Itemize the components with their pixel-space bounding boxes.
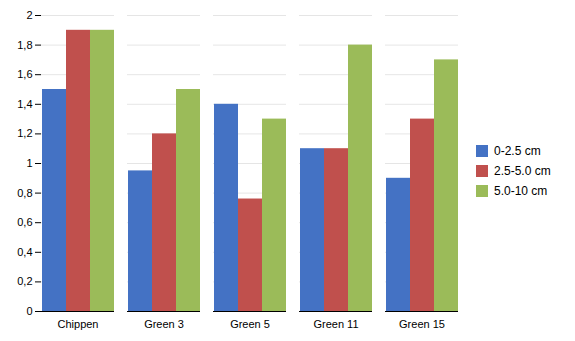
- svg-text:1: 1: [26, 157, 32, 169]
- svg-text:1,8: 1,8: [17, 39, 32, 51]
- svg-text:Green 5: Green 5: [230, 318, 270, 330]
- svg-text:Green 11: Green 11: [313, 318, 358, 330]
- svg-text:Green 15: Green 15: [399, 318, 445, 330]
- svg-text:0,8: 0,8: [17, 187, 32, 199]
- svg-text:1,2: 1,2: [17, 127, 32, 139]
- svg-text:1,4: 1,4: [17, 98, 32, 110]
- svg-text:2: 2: [26, 9, 32, 21]
- svg-text:0,4: 0,4: [17, 246, 32, 258]
- svg-text:0,2: 0,2: [17, 275, 32, 287]
- svg-text:Chippen: Chippen: [58, 318, 99, 330]
- html-text:5.0-10 cm: 5.0-10 cm: [494, 183, 548, 198]
- html-text:0-2.5 cm: 0-2.5 cm: [494, 143, 541, 158]
- svg-text:0,6: 0,6: [17, 216, 32, 228]
- svg-text:Green 3: Green 3: [144, 318, 184, 330]
- svg-text:0: 0: [26, 305, 32, 317]
- svg-text:1,6: 1,6: [17, 68, 32, 80]
- html-text:2.5-5.0 cm: 2.5-5.0 cm: [494, 163, 551, 178]
